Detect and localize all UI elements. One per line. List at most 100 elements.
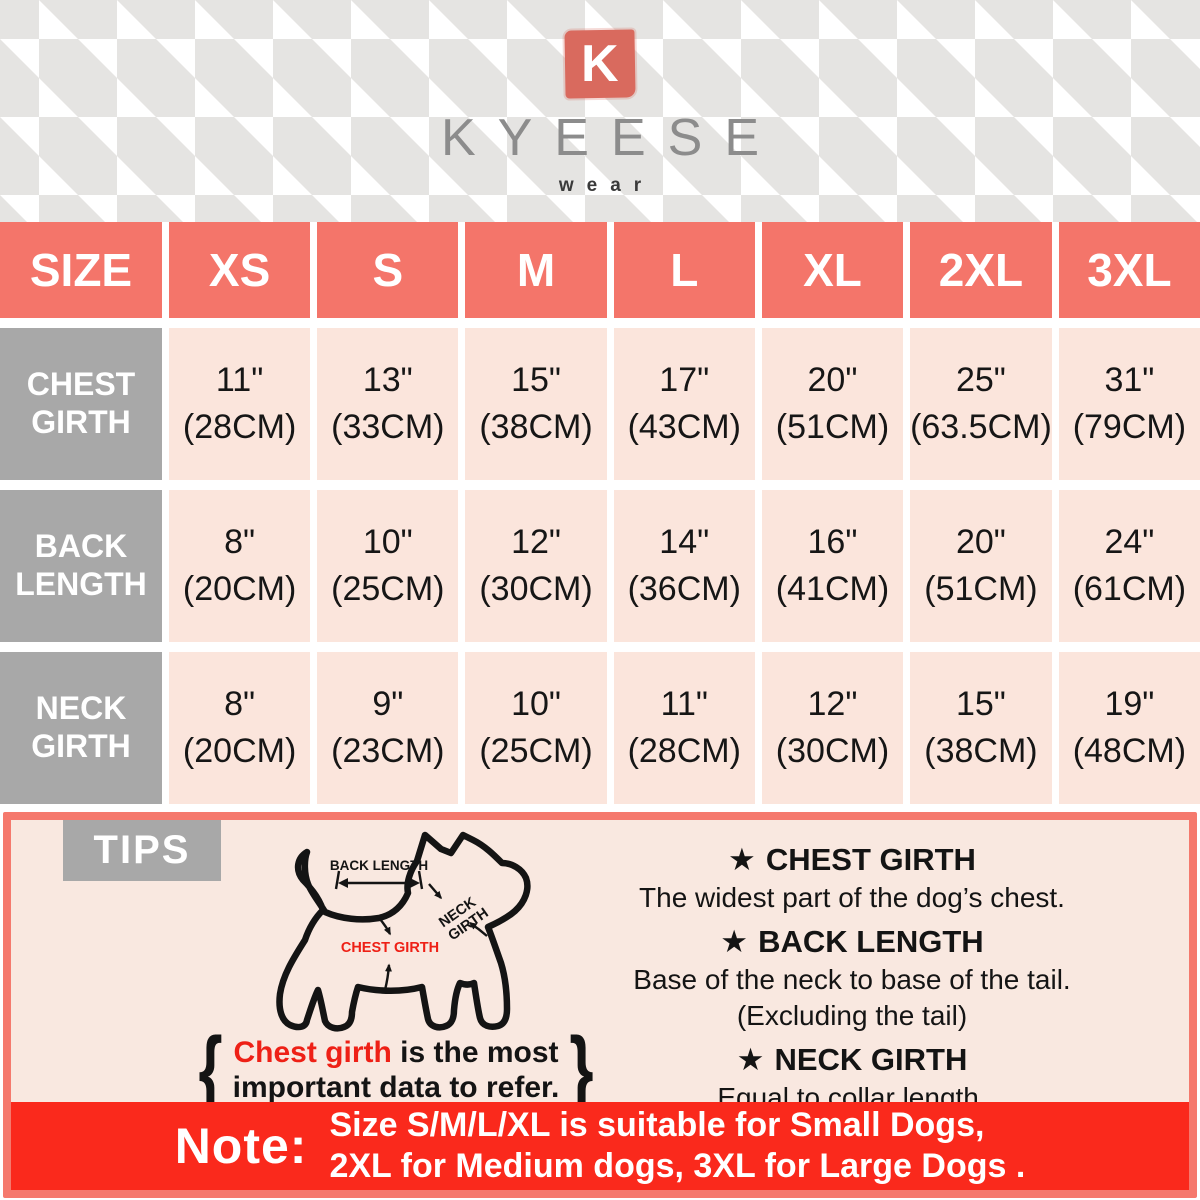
brand-header: K KYEESE wear xyxy=(0,0,1200,222)
table-cell: 31" (79CM) xyxy=(1058,328,1200,480)
table-cell: 16" (41CM) xyxy=(761,490,904,642)
cell-cm: (33CM) xyxy=(331,408,445,446)
cell-inches: 19" xyxy=(1104,685,1155,724)
bullet-desc: Base of the neck to base of the tail. xyxy=(633,964,1071,996)
cell-inches: 12" xyxy=(511,523,561,562)
row-label-line: NECK xyxy=(35,690,127,727)
cell-cm: (28CM) xyxy=(182,408,297,446)
note-text: Size S/M/L/XL is suitable for Small Dogs… xyxy=(329,1105,1025,1188)
note-label: Note: xyxy=(174,1118,308,1174)
dog-outline xyxy=(276,831,531,1032)
row-label-line: GIRTH xyxy=(31,404,131,440)
cell-inches: 20" xyxy=(955,523,1006,562)
bullet-desc: (Excluding the tail) xyxy=(736,1000,968,1032)
cell-cm: (30CM) xyxy=(479,570,593,608)
cell-cm: (38CM) xyxy=(479,408,593,446)
star-icon: ★ xyxy=(736,1042,765,1078)
back-length-diagram-label: BACK LENGTH xyxy=(330,858,428,873)
cell-inches: 25" xyxy=(955,361,1006,400)
table-cell: 17" (43CM) xyxy=(613,328,755,480)
table-cell: 15" (38CM) xyxy=(465,328,607,480)
row-label-neck-girth: NECK GIRTH xyxy=(0,652,162,804)
cell-cm: (20CM) xyxy=(182,732,297,770)
cell-inches: 14" xyxy=(659,523,710,562)
chest-girth-callout: { Chest girth is the most important data… xyxy=(196,1025,596,1115)
table-cell: 20" (51CM) xyxy=(910,490,1052,642)
cell-inches: 15" xyxy=(955,685,1006,724)
tips-badge: TIPS xyxy=(63,820,221,881)
tips-section: TIPS BACK LENGTH xyxy=(3,812,1197,1198)
table-cell: 13" (33CM) xyxy=(317,328,459,480)
cell-cm: (28CM) xyxy=(627,732,741,770)
cell-inches: 13" xyxy=(362,361,413,400)
cell-cm: (61CM) xyxy=(1072,570,1187,608)
row-label-line: CHEST xyxy=(26,366,136,403)
cell-inches: 20" xyxy=(807,361,858,400)
cell-inches: 8" xyxy=(224,523,256,562)
table-cell: 25" (63.5CM) xyxy=(910,328,1052,480)
cell-cm: (25CM) xyxy=(479,732,593,770)
table-cell: 15" (38CM) xyxy=(910,652,1052,804)
cell-inches: 12" xyxy=(807,685,858,724)
cell-cm: (63.5CM) xyxy=(910,408,1052,446)
table-cell: 10" (25CM) xyxy=(465,652,607,804)
cell-inches: 8" xyxy=(224,685,256,724)
table-cell: 11" (28CM) xyxy=(613,652,755,804)
cell-inches: 10" xyxy=(362,523,413,562)
dog-measurement-diagram: BACK LENGTH NECK GIRTH CHEST GIRTH xyxy=(276,831,531,1032)
row-label-line: BACK xyxy=(34,528,128,565)
row-label-line: GIRTH xyxy=(31,728,131,764)
measurement-definitions: ★ CHEST GIRTH The widest part of the dog’… xyxy=(546,834,1158,1116)
row-label-chest-girth: CHEST GIRTH xyxy=(0,328,162,480)
chest-girth-diagram-label: CHEST GIRTH xyxy=(341,940,439,956)
col-header-s: S xyxy=(317,222,459,318)
table-cell: 12" (30CM) xyxy=(761,652,904,804)
col-header-m: M xyxy=(465,222,607,318)
cell-inches: 16" xyxy=(807,523,858,562)
cell-inches: 10" xyxy=(511,685,561,724)
table-cell: 24" (61CM) xyxy=(1058,490,1200,642)
note-line-1: Size S/M/L/XL is suitable for Small Dogs… xyxy=(329,1105,985,1144)
bullet-title-chest-girth: ★ CHEST GIRTH xyxy=(546,840,1158,880)
cell-cm: (79CM) xyxy=(1072,408,1187,446)
col-header-xl: XL xyxy=(761,222,904,318)
cell-inches: 15" xyxy=(511,361,561,400)
cell-cm: (30CM) xyxy=(775,732,890,770)
star-icon: ★ xyxy=(720,924,749,960)
cell-cm: (20CM) xyxy=(182,570,297,608)
cell-cm: (43CM) xyxy=(627,408,741,446)
callout-text: Chest girth is the most important data t… xyxy=(233,1036,560,1105)
callout-rest: is the most xyxy=(391,1036,559,1069)
size-table: SIZE XS S M L XL 2XL 3XL CHEST GIRTH 11"… xyxy=(0,222,1200,804)
table-cell: 9" (23CM) xyxy=(317,652,459,804)
cell-inches: 17" xyxy=(659,361,710,400)
brace-close: } xyxy=(569,1019,594,1120)
cell-cm: (51CM) xyxy=(924,570,1038,608)
table-cell: 12" (30CM) xyxy=(465,490,607,642)
brand-name: KYEESE xyxy=(440,109,782,167)
cell-cm: (41CM) xyxy=(775,570,890,608)
star-icon: ★ xyxy=(728,842,756,877)
cell-cm: (48CM) xyxy=(1072,732,1187,770)
brace-open: { xyxy=(198,1019,223,1120)
table-cell: 19" (48CM) xyxy=(1058,652,1200,804)
bullet-title-neck-girth: ★ NECK GIRTH xyxy=(546,1040,1158,1080)
table-cell: 10" (25CM) xyxy=(317,490,459,642)
table-cell: 11" (28CM) xyxy=(169,328,311,480)
callout-highlight: Chest girth xyxy=(233,1036,392,1069)
table-cell: 20" (51CM) xyxy=(761,328,904,480)
cell-inches: 9" xyxy=(372,685,404,724)
col-header-2xl: 2XL xyxy=(910,222,1052,318)
table-cell: 8" (20CM) xyxy=(169,490,311,642)
col-header-l: L xyxy=(613,222,755,318)
bullet-desc: The widest part of the dog’s chest. xyxy=(639,882,1065,914)
row-label-back-length: BACK LENGTH xyxy=(0,490,162,642)
cell-cm: (51CM) xyxy=(775,408,890,446)
table-cell: 14" (36CM) xyxy=(613,490,755,642)
cell-inches: 11" xyxy=(660,685,708,724)
brand-subtitle: wear xyxy=(558,175,655,196)
logo-k-mark: K xyxy=(564,29,636,99)
bullet-title-text: BACK LENGTH xyxy=(758,924,984,960)
cell-inches: 24" xyxy=(1104,523,1155,562)
table-cell: 8" (20CM) xyxy=(169,652,311,804)
